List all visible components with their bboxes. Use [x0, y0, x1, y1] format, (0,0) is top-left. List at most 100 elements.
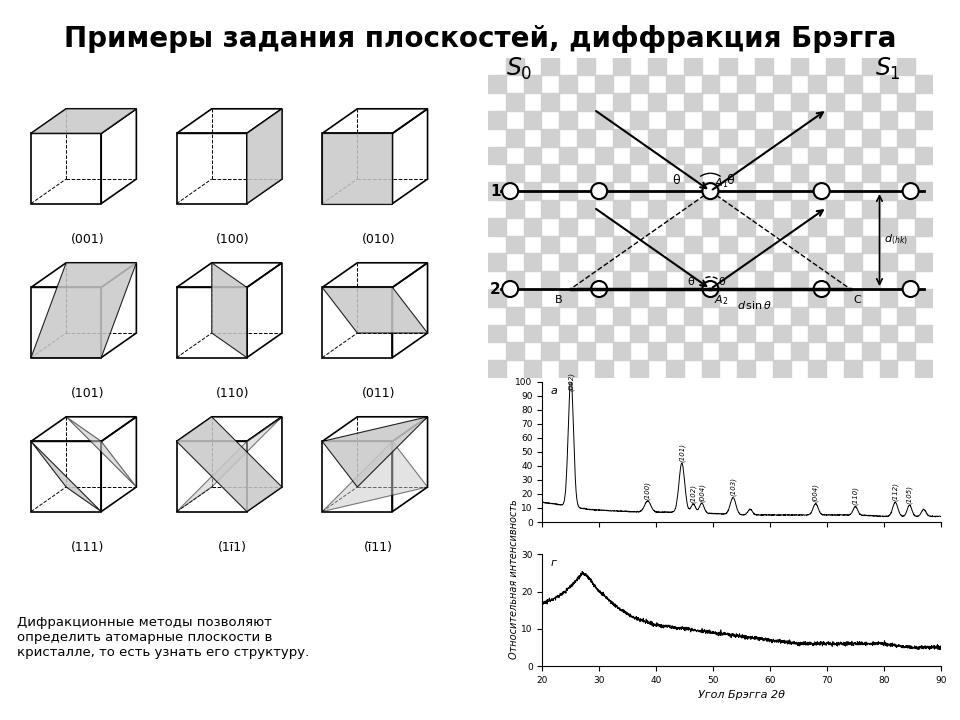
Bar: [631, 253, 648, 271]
Bar: [612, 235, 631, 253]
Bar: [719, 343, 737, 360]
Bar: [577, 235, 594, 253]
Bar: [719, 235, 737, 253]
Circle shape: [591, 183, 607, 199]
Text: а: а: [551, 386, 558, 396]
Bar: [523, 111, 541, 129]
Bar: [559, 360, 577, 378]
Bar: [915, 111, 933, 129]
Bar: [790, 307, 808, 325]
Text: (101): (101): [679, 443, 685, 462]
Bar: [541, 164, 559, 182]
Bar: [915, 253, 933, 271]
Bar: [719, 164, 737, 182]
Text: Относительная интенсивность: Относительная интенсивность: [509, 500, 518, 660]
Bar: [755, 200, 773, 218]
Bar: [702, 253, 719, 271]
Bar: [844, 76, 862, 93]
Bar: [612, 93, 631, 111]
Bar: [702, 218, 719, 235]
Bar: [523, 147, 541, 164]
Text: (101): (101): [70, 387, 104, 400]
Bar: [488, 76, 506, 93]
Bar: [827, 307, 844, 325]
Polygon shape: [31, 441, 101, 512]
Bar: [648, 271, 666, 289]
Text: (110): (110): [852, 486, 858, 505]
Bar: [684, 343, 702, 360]
Circle shape: [814, 281, 829, 297]
Bar: [773, 289, 790, 307]
Bar: [755, 58, 773, 76]
Bar: [666, 182, 684, 200]
Bar: [719, 58, 737, 76]
Bar: [506, 343, 523, 360]
Bar: [559, 147, 577, 164]
Bar: [612, 58, 631, 76]
Polygon shape: [31, 263, 136, 358]
Bar: [506, 307, 523, 325]
Circle shape: [703, 183, 718, 199]
Bar: [577, 200, 594, 218]
Bar: [755, 235, 773, 253]
Bar: [862, 129, 879, 147]
Bar: [790, 93, 808, 111]
Bar: [755, 93, 773, 111]
Bar: [684, 200, 702, 218]
Bar: [773, 325, 790, 343]
Bar: [844, 360, 862, 378]
Circle shape: [591, 281, 607, 297]
Bar: [898, 200, 915, 218]
Bar: [808, 182, 827, 200]
Bar: [648, 235, 666, 253]
Bar: [862, 93, 879, 111]
Bar: [790, 271, 808, 289]
Bar: [631, 76, 648, 93]
Bar: [737, 111, 755, 129]
Bar: [773, 218, 790, 235]
Bar: [594, 147, 612, 164]
Text: B: B: [555, 295, 563, 305]
Text: $A_2$: $A_2$: [714, 293, 729, 307]
X-axis label: Угол Брэгга 2θ: Угол Брэгга 2θ: [698, 690, 785, 701]
Bar: [879, 147, 898, 164]
Bar: [506, 200, 523, 218]
Bar: [523, 253, 541, 271]
Bar: [898, 343, 915, 360]
Bar: [773, 253, 790, 271]
Bar: [523, 182, 541, 200]
Bar: [844, 289, 862, 307]
Circle shape: [814, 183, 829, 199]
Text: 1: 1: [491, 184, 500, 199]
Bar: [844, 325, 862, 343]
Bar: [755, 271, 773, 289]
Bar: [862, 200, 879, 218]
Bar: [827, 271, 844, 289]
Bar: [666, 360, 684, 378]
Text: (100): (100): [644, 480, 651, 500]
Bar: [648, 93, 666, 111]
Bar: [808, 360, 827, 378]
Bar: [702, 360, 719, 378]
Bar: [755, 129, 773, 147]
Bar: [737, 289, 755, 307]
Bar: [719, 307, 737, 325]
Bar: [506, 164, 523, 182]
Text: (110): (110): [216, 387, 250, 400]
Polygon shape: [66, 417, 136, 487]
Bar: [612, 307, 631, 325]
Bar: [684, 93, 702, 111]
Text: (004): (004): [699, 483, 705, 502]
Bar: [719, 271, 737, 289]
Bar: [915, 360, 933, 378]
Bar: [594, 289, 612, 307]
Bar: [702, 325, 719, 343]
Bar: [541, 200, 559, 218]
Bar: [488, 253, 506, 271]
Bar: [915, 218, 933, 235]
Text: Примеры задания плоскостей, диффракция Брэгга: Примеры задания плоскостей, диффракция Б…: [63, 25, 897, 53]
Text: C: C: [853, 295, 861, 305]
Bar: [862, 271, 879, 289]
Bar: [559, 182, 577, 200]
Text: (010): (010): [362, 233, 396, 246]
